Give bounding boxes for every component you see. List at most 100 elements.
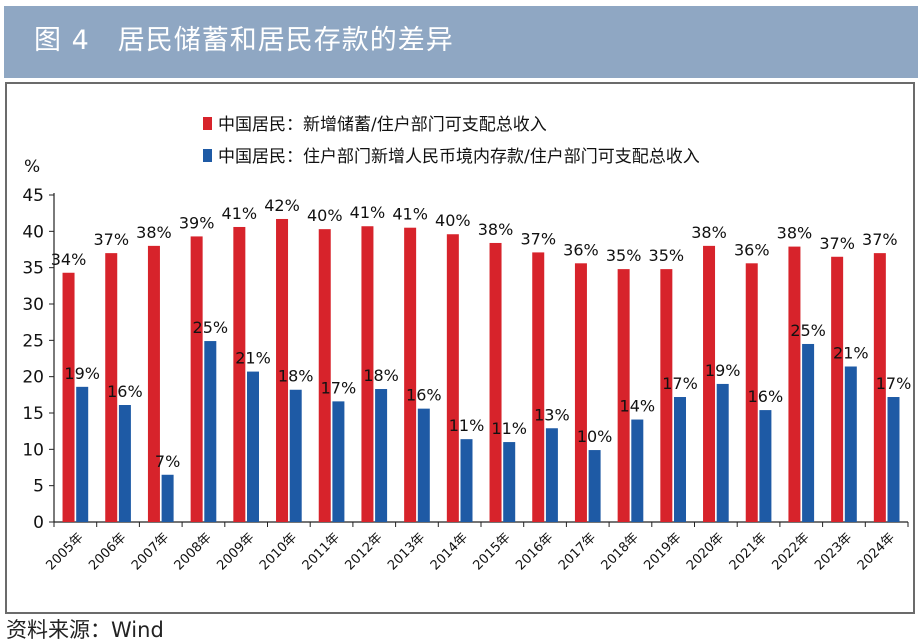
x-tick-label: 2012年 bbox=[342, 530, 385, 573]
y-tick-label: 10 bbox=[22, 440, 44, 460]
data-label-savings: 35% bbox=[649, 246, 685, 265]
bar-deposits-2014年 bbox=[460, 439, 473, 522]
data-label-savings: 37% bbox=[862, 230, 898, 249]
data-label-savings: 38% bbox=[478, 220, 514, 239]
data-label-deposits: 16% bbox=[406, 386, 442, 405]
bar-savings-2014年 bbox=[446, 234, 459, 523]
legend-swatch-1 bbox=[203, 117, 212, 130]
legend-label-1: 中国居民：新增储蓄/住户部门可支配总收入 bbox=[218, 115, 547, 135]
bar-savings-2022年 bbox=[788, 246, 801, 523]
bar-deposits-2013年 bbox=[417, 408, 430, 522]
x-tick-label: 2006年 bbox=[86, 530, 129, 573]
y-tick-label: 15 bbox=[22, 404, 44, 424]
bar-savings-2012年 bbox=[361, 226, 374, 522]
figure-title: 图 4 居民储蓄和居民存款的差异 bbox=[34, 25, 454, 56]
x-tick-label: 2008年 bbox=[172, 530, 215, 573]
data-label-deposits: 21% bbox=[235, 349, 271, 368]
bar-deposits-2018年 bbox=[631, 419, 644, 522]
data-label-savings: 38% bbox=[691, 223, 727, 242]
data-label-deposits: 25% bbox=[193, 318, 229, 337]
x-tick-label: 2013年 bbox=[385, 530, 428, 573]
data-label-deposits: 18% bbox=[278, 367, 314, 386]
bar-deposits-2017年 bbox=[588, 450, 601, 522]
x-tick-label: 2005年 bbox=[44, 530, 87, 573]
bar-deposits-2020年 bbox=[716, 383, 729, 522]
x-tick-label: 2023年 bbox=[812, 530, 855, 573]
bar-savings-2005年 bbox=[62, 272, 75, 522]
bar-savings-2017年 bbox=[574, 263, 587, 522]
data-label-deposits: 16% bbox=[748, 387, 784, 406]
data-label-savings: 41% bbox=[222, 204, 258, 223]
bar-deposits-2016年 bbox=[545, 428, 558, 522]
bar-savings-2007年 bbox=[147, 245, 160, 522]
bar-savings-2020年 bbox=[703, 245, 716, 522]
data-label-deposits: 17% bbox=[662, 374, 698, 393]
data-label-deposits: 11% bbox=[491, 419, 527, 438]
legend-label-2: 中国居民：住户部门新增人民币境内存款/住户部门可支配总收入 bbox=[218, 147, 700, 167]
bar-savings-2010年 bbox=[276, 218, 289, 523]
bar-savings-2016年 bbox=[532, 252, 545, 522]
y-tick-label: 20 bbox=[22, 368, 44, 388]
data-label-savings: 35% bbox=[606, 246, 642, 265]
bar-savings-2008年 bbox=[190, 236, 203, 523]
data-label-savings: 36% bbox=[734, 240, 770, 259]
x-tick-label: 2011年 bbox=[300, 530, 343, 573]
bar-deposits-2009年 bbox=[247, 371, 260, 522]
x-tick-label: 2014年 bbox=[428, 530, 471, 573]
data-label-savings: 37% bbox=[93, 230, 129, 249]
data-label-deposits: 13% bbox=[534, 405, 570, 424]
bar-savings-2011年 bbox=[318, 229, 331, 523]
y-tick-label: 25 bbox=[22, 331, 44, 351]
y-tick-label: 5 bbox=[33, 477, 44, 497]
data-label-deposits: 10% bbox=[577, 427, 613, 446]
x-tick-label: 2018年 bbox=[599, 530, 642, 573]
y-tick-label: 30 bbox=[22, 295, 44, 315]
figure-header: 图 4 居民储蓄和居民存款的差异 bbox=[4, 6, 918, 78]
x-tick-label: 2009年 bbox=[214, 530, 257, 573]
y-tick-label: 0 bbox=[33, 513, 44, 533]
bar-savings-2024年 bbox=[873, 253, 886, 522]
data-label-deposits: 17% bbox=[321, 378, 357, 397]
data-label-savings: 38% bbox=[777, 224, 813, 243]
data-label-savings: 39% bbox=[179, 213, 215, 232]
x-tick-label: 2021年 bbox=[727, 530, 770, 573]
data-label-deposits: 14% bbox=[620, 397, 656, 416]
data-label-deposits: 16% bbox=[107, 382, 143, 401]
bar-savings-2015年 bbox=[489, 242, 502, 522]
bar-savings-2009年 bbox=[233, 226, 246, 522]
data-label-savings: 40% bbox=[307, 206, 343, 225]
data-label-deposits: 17% bbox=[876, 374, 912, 393]
y-tick-label: 40 bbox=[22, 222, 44, 242]
x-tick-label: 2022年 bbox=[769, 530, 812, 573]
bar-deposits-2022年 bbox=[802, 343, 815, 522]
x-tick-label: 2024年 bbox=[855, 530, 898, 573]
y-tick-label: 45 bbox=[22, 186, 44, 206]
x-tick-label: 2020年 bbox=[684, 530, 727, 573]
bar-deposits-2021年 bbox=[759, 410, 772, 522]
bar-deposits-2024年 bbox=[887, 397, 900, 522]
bar-savings-2019年 bbox=[660, 269, 673, 522]
bar-deposits-2019年 bbox=[674, 397, 687, 522]
data-label-deposits: 21% bbox=[833, 343, 869, 362]
data-label-savings: 34% bbox=[51, 250, 87, 269]
data-label-savings: 37% bbox=[819, 234, 855, 253]
data-label-deposits: 19% bbox=[705, 361, 741, 380]
bar-deposits-2006年 bbox=[118, 405, 131, 522]
legend-swatch-2 bbox=[203, 149, 212, 162]
data-label-savings: 42% bbox=[264, 196, 300, 215]
data-label-savings: 36% bbox=[563, 240, 599, 259]
data-label-deposits: 25% bbox=[790, 321, 826, 340]
source-note: 资料来源：Wind bbox=[6, 618, 164, 642]
bar-savings-2018年 bbox=[617, 269, 630, 522]
bar-deposits-2005年 bbox=[76, 386, 89, 522]
bar-savings-2013年 bbox=[404, 227, 417, 522]
data-label-savings: 41% bbox=[350, 203, 386, 222]
bar-deposits-2011年 bbox=[332, 401, 345, 522]
bar-deposits-2008年 bbox=[204, 341, 217, 522]
data-label-deposits: 7% bbox=[155, 452, 180, 471]
bar-deposits-2010年 bbox=[289, 389, 302, 522]
x-tick-label: 2016年 bbox=[513, 530, 556, 573]
bar-deposits-2015年 bbox=[503, 442, 516, 522]
x-tick-label: 2010年 bbox=[257, 530, 300, 573]
